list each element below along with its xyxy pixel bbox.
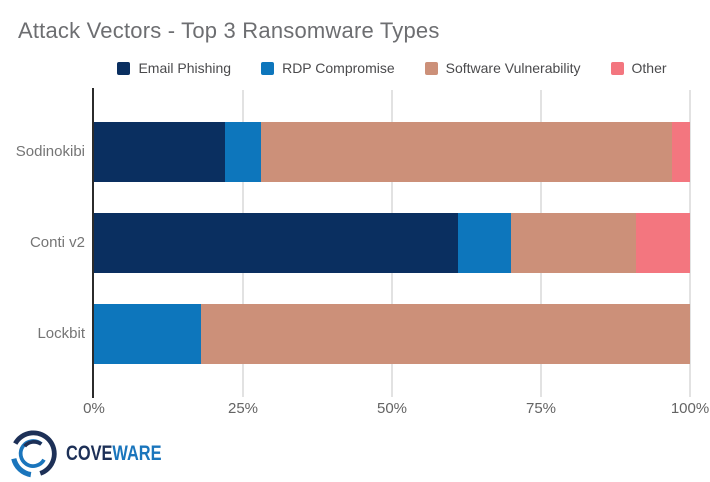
bar-segment-conti-v2-other[interactable]: [636, 213, 690, 273]
legend-item-software-vulnerability[interactable]: Software Vulnerability: [424, 60, 581, 76]
bar-segment-conti-v2-software-vulnerability[interactable]: [511, 213, 637, 273]
gridline: [689, 90, 691, 397]
category-label-lockbit: Lockbit: [37, 325, 85, 342]
coveware-wordmark: COVEWARE: [66, 442, 162, 466]
legend-item-other[interactable]: Other: [610, 60, 667, 76]
bar-segment-sodinokibi-other[interactable]: [672, 122, 690, 182]
legend-label: Email Phishing: [138, 60, 232, 76]
coveware-logo: COVEWARE: [9, 429, 189, 479]
legend-swatch-other: [610, 61, 624, 75]
x-axis-label: 100%: [670, 400, 710, 417]
bar-segment-sodinokibi-email-phishing[interactable]: [94, 122, 226, 182]
legend-item-email-phishing[interactable]: Email Phishing: [117, 60, 231, 76]
x-axis-labels: 0% 25% 50% 75% 100%: [83, 400, 709, 418]
bar-segment-sodinokibi-software-vulnerability[interactable]: [260, 122, 673, 182]
logo-text-cove: COVE: [66, 442, 113, 465]
legend: Email Phishing RDP Compromise Software Vul…: [94, 58, 690, 78]
category-labels: Sodinokibi Conti v2 Lockbit: [0, 90, 85, 390]
y-axis-line: [92, 88, 94, 398]
category-label-sodinokibi: Sodinokibi: [15, 143, 85, 160]
legend-label: RDP Compromise: [282, 60, 395, 76]
coveware-logo-icon: [11, 430, 57, 478]
chart-title: Attack Vectors - Top 3 Ransomware Types: [18, 18, 440, 43]
bar-segment-lockbit-software-vulnerability[interactable]: [201, 304, 690, 364]
legend-swatch-email-phishing: [117, 61, 131, 75]
x-axis-label: 25%: [227, 400, 259, 417]
bar-segment-conti-v2-rdp-compromise[interactable]: [457, 213, 512, 273]
bar-lockbit: [94, 304, 690, 364]
bar-segment-conti-v2-email-phishing[interactable]: [94, 213, 458, 273]
x-axis-label: 0%: [83, 400, 105, 417]
legend-swatch-rdp-compromise: [261, 61, 275, 75]
legend-item-rdp-compromise[interactable]: RDP Compromise: [261, 60, 395, 76]
legend-swatch-software-vulnerability: [424, 61, 438, 75]
x-axis-label: 50%: [376, 400, 408, 417]
bar-segment-lockbit-rdp-compromise[interactable]: [94, 304, 202, 364]
legend-label: Other: [631, 60, 667, 76]
plot-area: [92, 88, 691, 398]
bar-conti-v2: [94, 213, 690, 273]
bar-segment-sodinokibi-rdp-compromise[interactable]: [225, 122, 261, 182]
x-axis-label: 75%: [525, 400, 557, 417]
legend-label: Software Vulnerability: [445, 60, 581, 76]
category-label-conti-v2: Conti v2: [29, 234, 85, 251]
bar-sodinokibi: [94, 122, 690, 182]
logo-text-ware: WARE: [112, 442, 162, 465]
